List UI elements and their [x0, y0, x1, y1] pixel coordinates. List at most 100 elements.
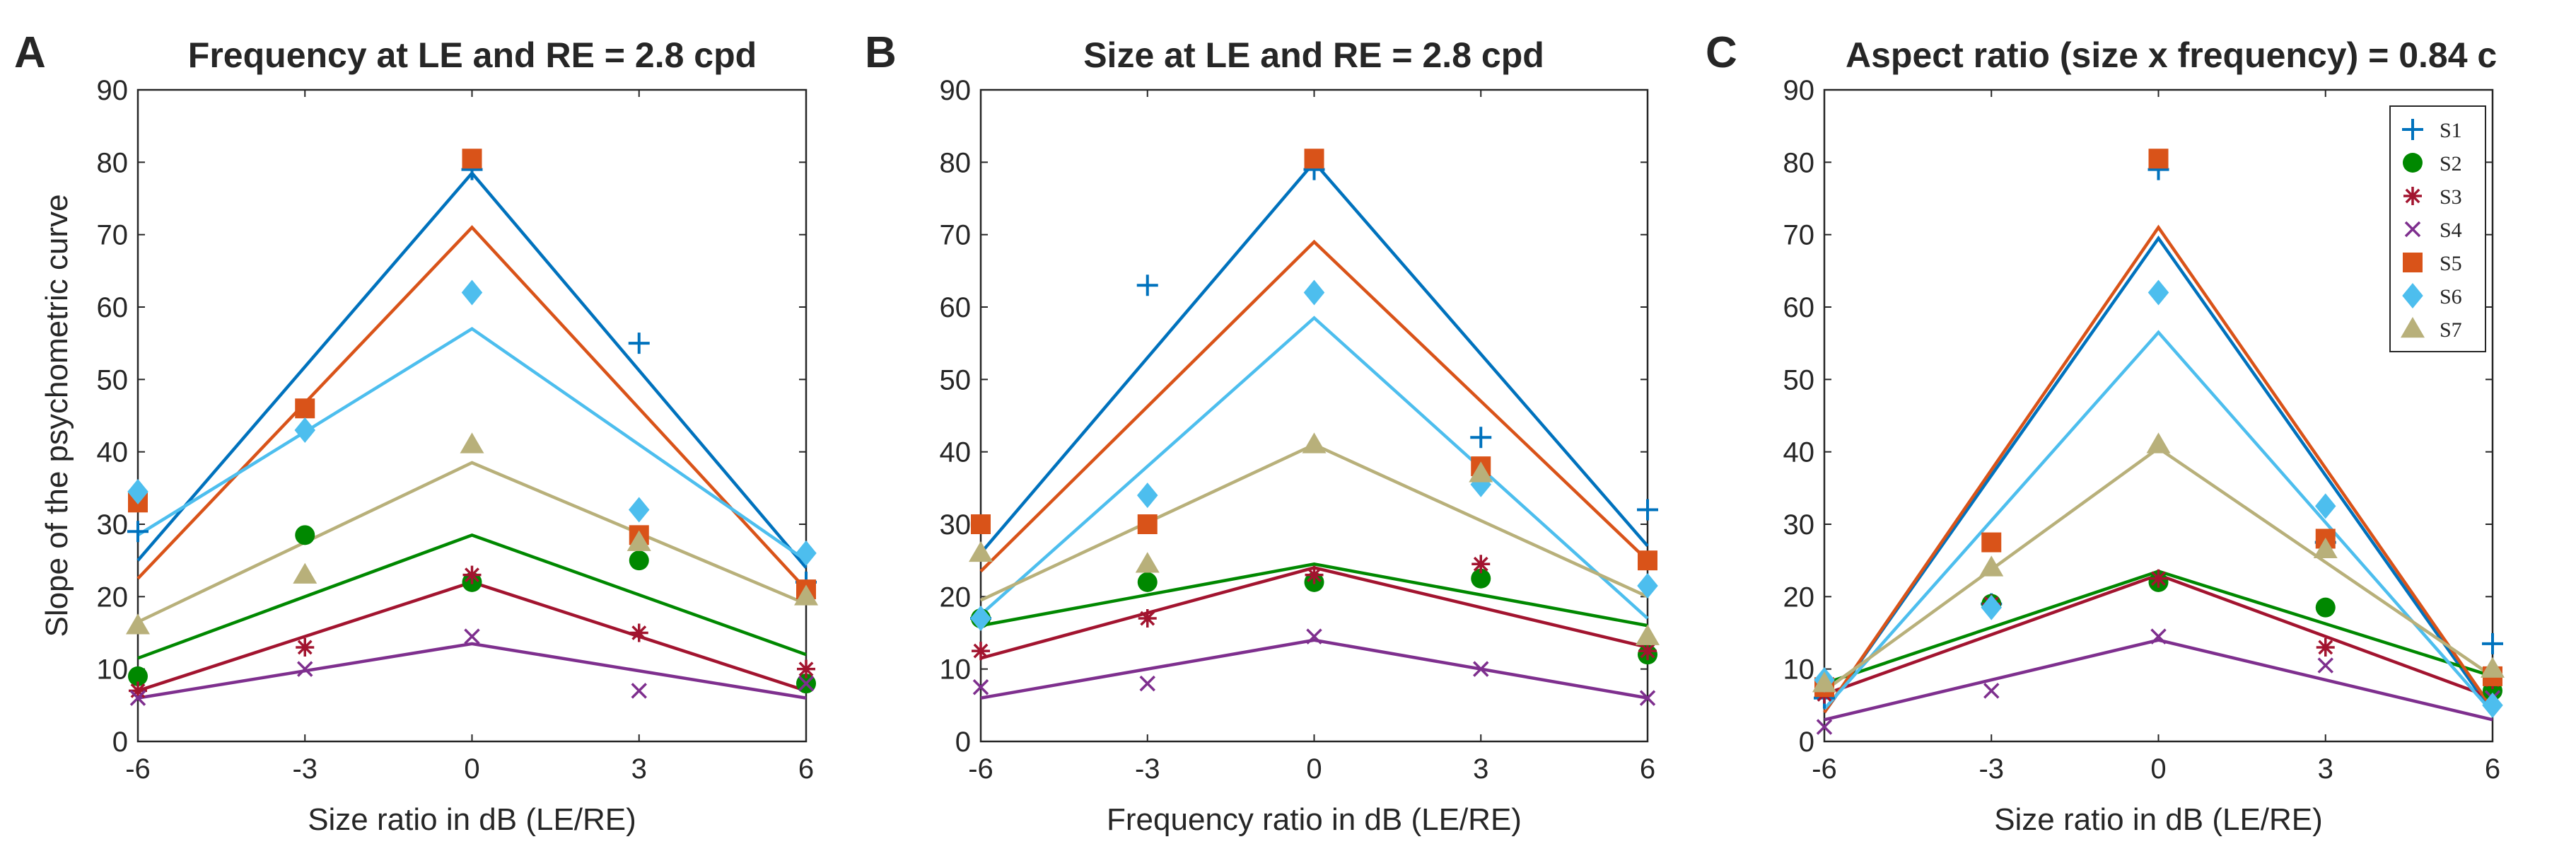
data-point-s3 [1138, 609, 1157, 628]
y-tick-label: 70 [97, 220, 129, 251]
x-tick-label: 3 [631, 753, 647, 785]
data-point-s7 [626, 530, 651, 551]
data-point-s1 [1136, 275, 1158, 296]
data-point-s3 [1471, 555, 1491, 574]
data-point-s7 [2313, 537, 2338, 559]
data-point-s7 [460, 432, 484, 453]
y-tick-label: 60 [940, 292, 972, 323]
fit-line-s4 [137, 642, 807, 700]
data-point-s7 [1469, 461, 1493, 482]
y-tick-label: 80 [1783, 147, 1815, 178]
plot-frame [979, 88, 1649, 743]
y-tick-label: 50 [97, 364, 129, 395]
legend-label: S6 [2440, 285, 2462, 308]
data-point-s2 [1137, 572, 1158, 592]
fit-line-s4 [980, 638, 1648, 700]
data-point-s4 [1983, 683, 2000, 699]
fit-line-s6 [136, 327, 808, 562]
data-point-s7 [2146, 432, 2171, 453]
y-tick-label: 90 [1783, 75, 1815, 106]
data-point-s3 [1305, 565, 1324, 584]
data-point-s1 [1637, 499, 1658, 521]
data-point-s1 [2482, 632, 2503, 654]
legend-marker-s7 [2401, 317, 2425, 338]
y-tick-label: 10 [1783, 654, 1815, 686]
data-point-s5 [1137, 514, 1158, 534]
data-point-s4 [798, 675, 815, 692]
y-tick-label: 80 [97, 147, 129, 178]
data-point-s4 [1306, 628, 1322, 645]
x-axis-label: Size ratio in dB (LE/RE) [308, 802, 636, 837]
data-point-s6 [1303, 279, 1325, 306]
fit-line-s4 [1824, 638, 2493, 722]
y-tick-label: 30 [1783, 509, 1815, 541]
data-point-s3 [462, 565, 482, 584]
x-tick-label: 6 [2485, 753, 2500, 785]
legend-marker-s1 [2402, 119, 2423, 140]
y-tick-label: 50 [1783, 364, 1815, 395]
data-point-s5 [971, 514, 991, 534]
legend-label: S3 [2440, 185, 2462, 209]
y-tick-label: 30 [97, 509, 129, 541]
x-tick-label: 6 [798, 753, 814, 785]
data-point-s1 [1470, 427, 1492, 449]
x-tick-label: -6 [125, 753, 151, 785]
y-tick-label: 90 [97, 75, 129, 106]
data-point-s4 [972, 679, 989, 695]
data-point-s3 [972, 642, 990, 661]
data-point-s4 [2317, 657, 2333, 674]
data-point-s5 [295, 398, 315, 419]
data-point-s4 [1639, 690, 1656, 706]
x-axis-label: Frequency ratio in dB (LE/RE) [1107, 802, 1522, 837]
data-point-s4 [129, 690, 146, 706]
data-point-s7 [794, 584, 818, 606]
fit-line-s1 [1823, 235, 2494, 714]
x-tick-label: 0 [1306, 753, 1322, 785]
y-axis-label: Slope of the psychometric curve [40, 194, 74, 637]
data-point-s4 [631, 683, 647, 699]
data-point-s3 [797, 659, 815, 678]
data-point-s7 [1135, 552, 1160, 573]
y-tick-label: 10 [97, 654, 129, 686]
legend-label: S4 [2440, 219, 2462, 242]
y-tick-label: 70 [940, 220, 972, 251]
data-point-s2 [1471, 568, 1491, 589]
y-tick-label: 80 [940, 147, 972, 178]
data-point-s2 [2315, 597, 2336, 618]
data-point-s7 [1812, 671, 1836, 693]
x-tick-label: 0 [464, 753, 479, 785]
panel-title: Size at LE and RE = 2.8 cpd [1083, 35, 1544, 75]
data-point-s6 [2314, 493, 2336, 519]
y-tick-label: 20 [940, 582, 972, 613]
data-point-s4 [1473, 661, 1489, 677]
y-tick-label: 90 [940, 75, 972, 106]
y-tick-label: 40 [97, 437, 129, 468]
panel-c: 0 10 20 30 40 50 60 70 80 90 -6 -3 0 3 6 C Aspect ratio … [1706, 28, 2505, 837]
legend-marker-s5 [2403, 253, 2423, 272]
data-point-s7 [2481, 657, 2505, 678]
y-tick-label: 0 [112, 727, 128, 758]
data-point-s7 [969, 541, 993, 562]
data-point-s7 [1979, 555, 2004, 577]
data-point-s6 [2482, 692, 2503, 718]
data-point-s7 [1636, 624, 1660, 645]
legend-marker-s3 [2403, 187, 2422, 205]
panel-title: Aspect ratio (size x frequency) = 0.84 c [1846, 35, 2497, 75]
legend-marker-s2 [2403, 153, 2423, 173]
data-point-s5 [2148, 149, 2169, 169]
y-tick-label: 40 [940, 437, 972, 468]
data-point-s7 [1302, 432, 1327, 453]
data-point-s3 [2149, 569, 2168, 588]
fit-line-s2 [137, 533, 807, 660]
legend-label: S7 [2440, 318, 2462, 342]
data-point-s6 [2147, 279, 2169, 306]
data-point-s1 [127, 521, 148, 543]
data-point-s5 [462, 149, 482, 169]
data-point-s5 [1981, 532, 2002, 553]
y-tick-label: 20 [1783, 582, 1815, 613]
legend-box [2389, 105, 2486, 352]
data-point-s3 [2316, 637, 2335, 657]
data-point-s2 [128, 666, 148, 686]
fit-line-s5 [1823, 224, 2494, 714]
